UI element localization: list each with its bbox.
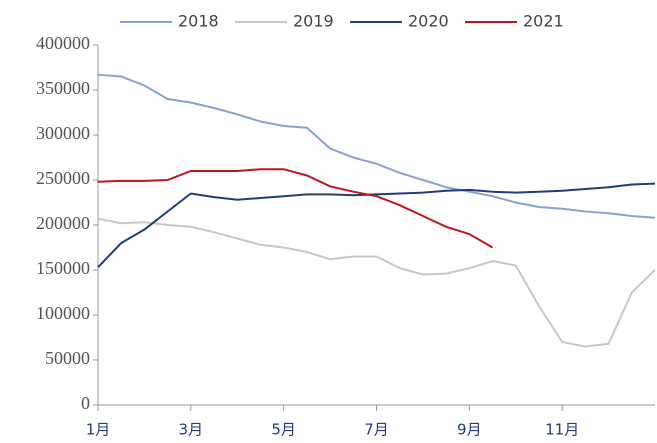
y-tick-label: 150000 (36, 258, 90, 278)
x-tick-label: 11月 (545, 421, 579, 439)
legend-label: 2018 (178, 12, 219, 31)
y-tick-label: 0 (81, 393, 90, 413)
legend-label: 2020 (408, 12, 449, 31)
x-tick-label: 1月 (86, 421, 111, 439)
series-line (97, 73, 656, 219)
y-tick-label: 100000 (36, 303, 90, 323)
y-tick-label: 400000 (36, 33, 90, 53)
x-tick-label: 5月 (271, 421, 296, 439)
legend-label: 2019 (293, 12, 334, 31)
y-tick-label: 350000 (36, 78, 90, 98)
x-tick-label: 9月 (457, 421, 482, 439)
y-tick-label: 300000 (36, 123, 90, 143)
x-tick-label: 7月 (364, 421, 389, 439)
series-line (97, 168, 494, 249)
series-line (97, 182, 656, 268)
y-tick-label: 250000 (36, 168, 90, 188)
legend-label: 2021 (523, 12, 564, 31)
y-tick-label: 200000 (36, 213, 90, 233)
series-line (97, 217, 656, 348)
y-tick-label: 50000 (45, 348, 90, 368)
x-tick-label: 3月 (179, 421, 204, 439)
